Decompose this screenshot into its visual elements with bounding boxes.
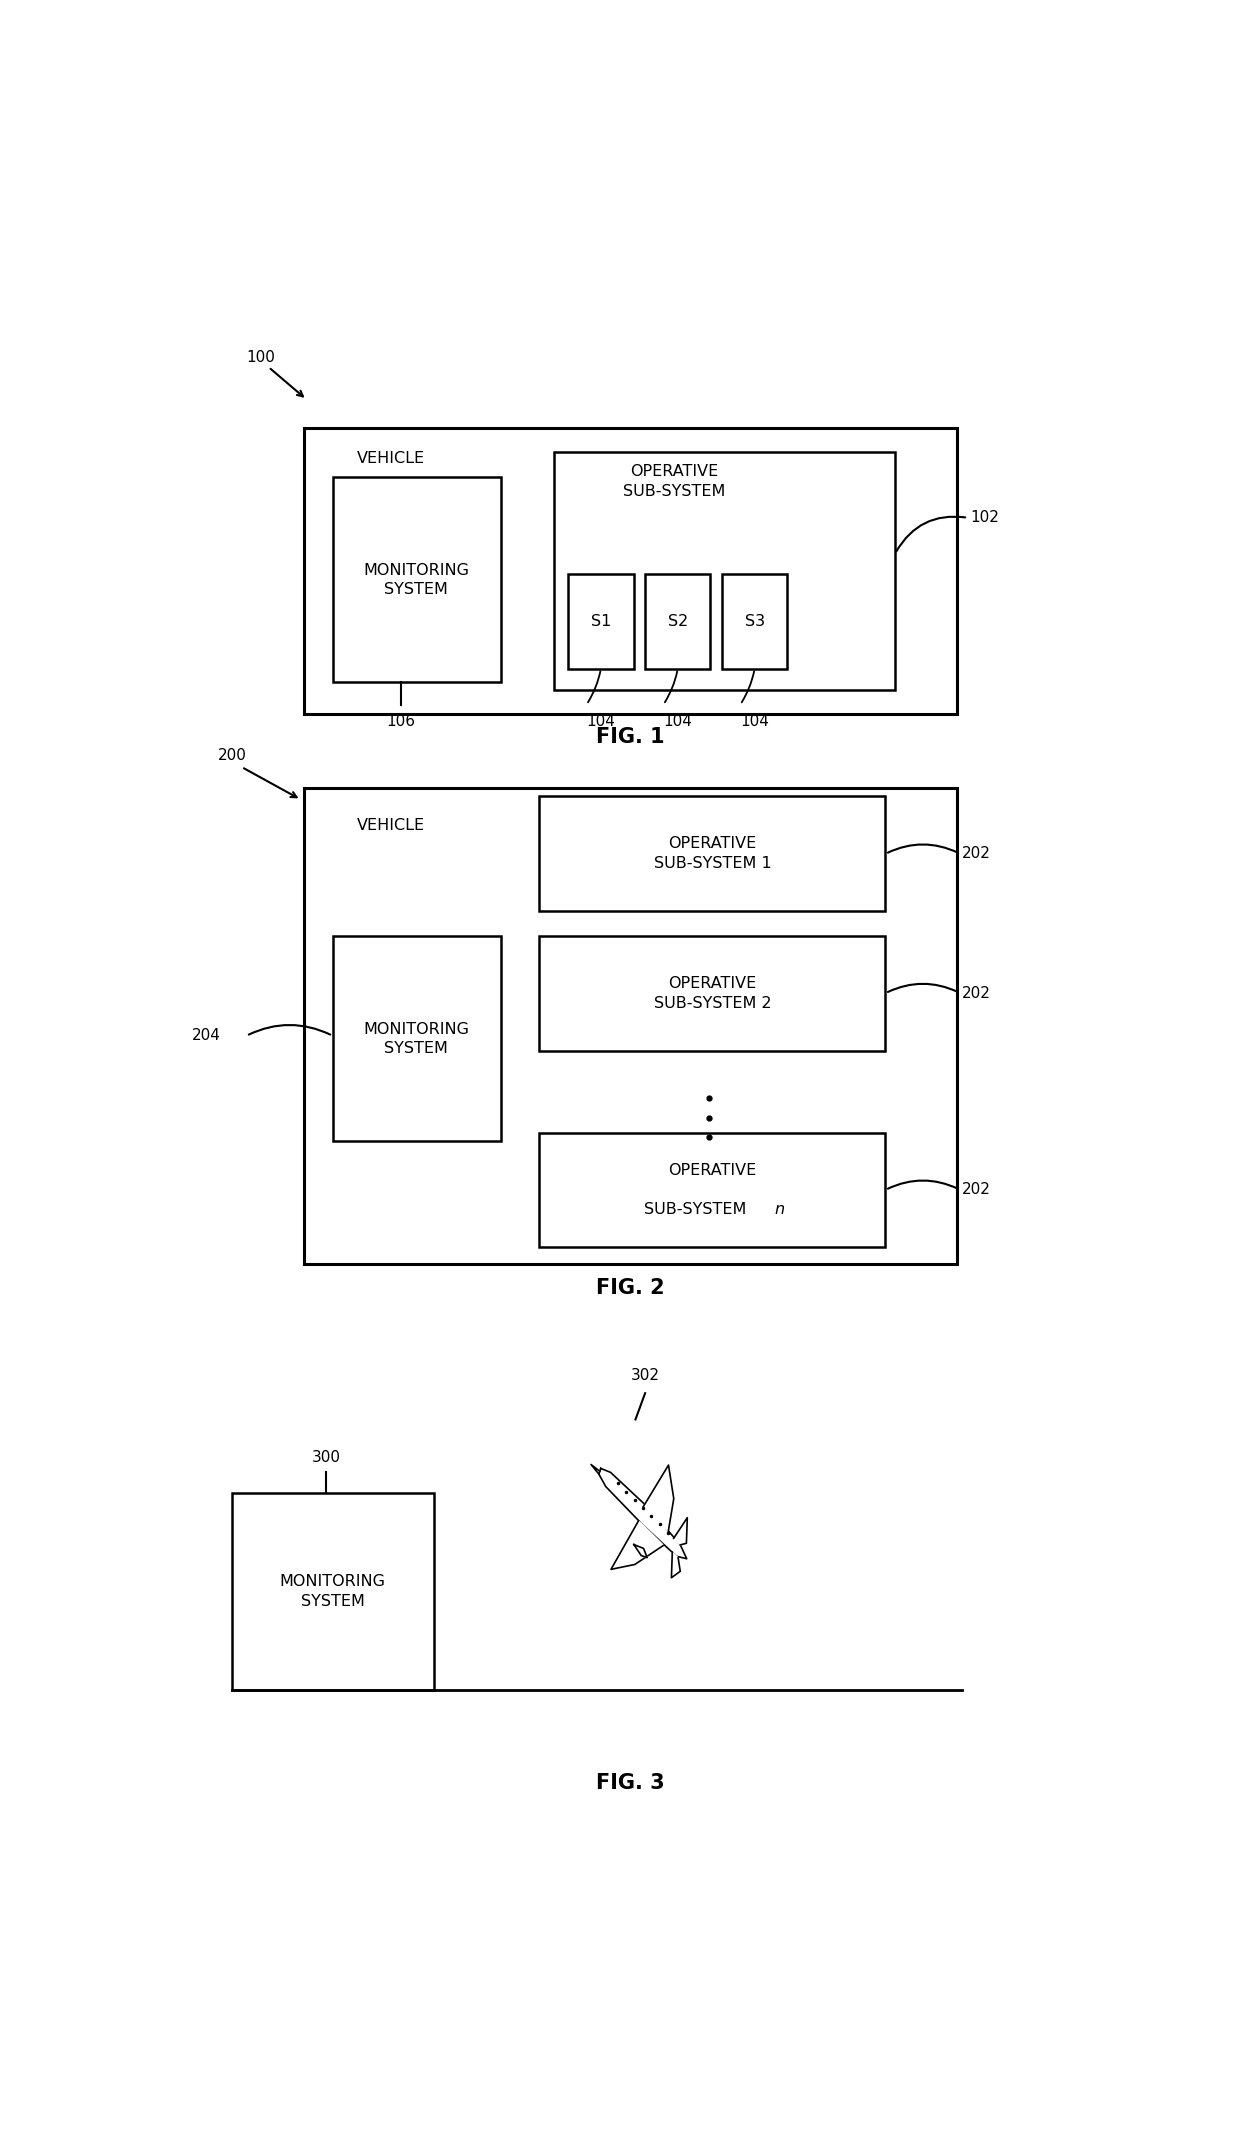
- Bar: [554, 451, 895, 690]
- Text: MONITORING
SYSTEM: MONITORING SYSTEM: [363, 562, 470, 598]
- Polygon shape: [673, 1518, 687, 1546]
- Text: FIG. 1: FIG. 1: [596, 728, 665, 747]
- Text: 202: 202: [962, 1182, 991, 1196]
- Text: VEHICLE: VEHICLE: [356, 818, 424, 832]
- Bar: [539, 937, 885, 1050]
- Polygon shape: [611, 1520, 663, 1569]
- Text: 104: 104: [663, 715, 692, 730]
- Bar: [645, 573, 711, 669]
- Bar: [332, 477, 501, 681]
- Text: OPERATIVE: OPERATIVE: [668, 1162, 756, 1177]
- Text: 100: 100: [247, 349, 275, 364]
- Text: 106: 106: [387, 715, 415, 730]
- Bar: [568, 573, 634, 669]
- Text: 104: 104: [740, 715, 769, 730]
- Text: S3: S3: [744, 613, 765, 628]
- Text: n: n: [775, 1203, 785, 1218]
- Bar: [539, 1133, 885, 1248]
- Text: MONITORING
SYSTEM: MONITORING SYSTEM: [363, 1022, 470, 1056]
- Polygon shape: [634, 1544, 647, 1558]
- Text: 202: 202: [962, 986, 991, 1001]
- Text: 202: 202: [962, 847, 991, 862]
- Text: S1: S1: [590, 613, 611, 628]
- Text: OPERATIVE
SUB-SYSTEM 1: OPERATIVE SUB-SYSTEM 1: [653, 837, 771, 871]
- Bar: [539, 796, 885, 911]
- Bar: [304, 788, 957, 1265]
- Polygon shape: [644, 1465, 673, 1531]
- Bar: [332, 937, 501, 1141]
- Text: SUB-SYSTEM: SUB-SYSTEM: [644, 1203, 746, 1218]
- Bar: [722, 573, 787, 669]
- Text: MONITORING
SYSTEM: MONITORING SYSTEM: [280, 1573, 386, 1610]
- Text: 204: 204: [191, 1028, 221, 1043]
- Text: 102: 102: [970, 511, 998, 526]
- Text: OPERATIVE
SUB-SYSTEM 2: OPERATIVE SUB-SYSTEM 2: [653, 975, 771, 1011]
- Text: FIG. 3: FIG. 3: [596, 1773, 665, 1793]
- Text: 300: 300: [311, 1450, 341, 1465]
- Text: S2: S2: [667, 613, 688, 628]
- Bar: [232, 1492, 434, 1690]
- Bar: [304, 428, 957, 715]
- Text: 104: 104: [587, 715, 615, 730]
- Text: 302: 302: [631, 1369, 660, 1384]
- Text: VEHICLE: VEHICLE: [356, 451, 424, 466]
- Text: OPERATIVE
SUB-SYSTEM: OPERATIVE SUB-SYSTEM: [622, 464, 725, 498]
- Polygon shape: [671, 1552, 681, 1578]
- Text: 200: 200: [217, 747, 247, 762]
- Text: FIG. 2: FIG. 2: [596, 1277, 665, 1299]
